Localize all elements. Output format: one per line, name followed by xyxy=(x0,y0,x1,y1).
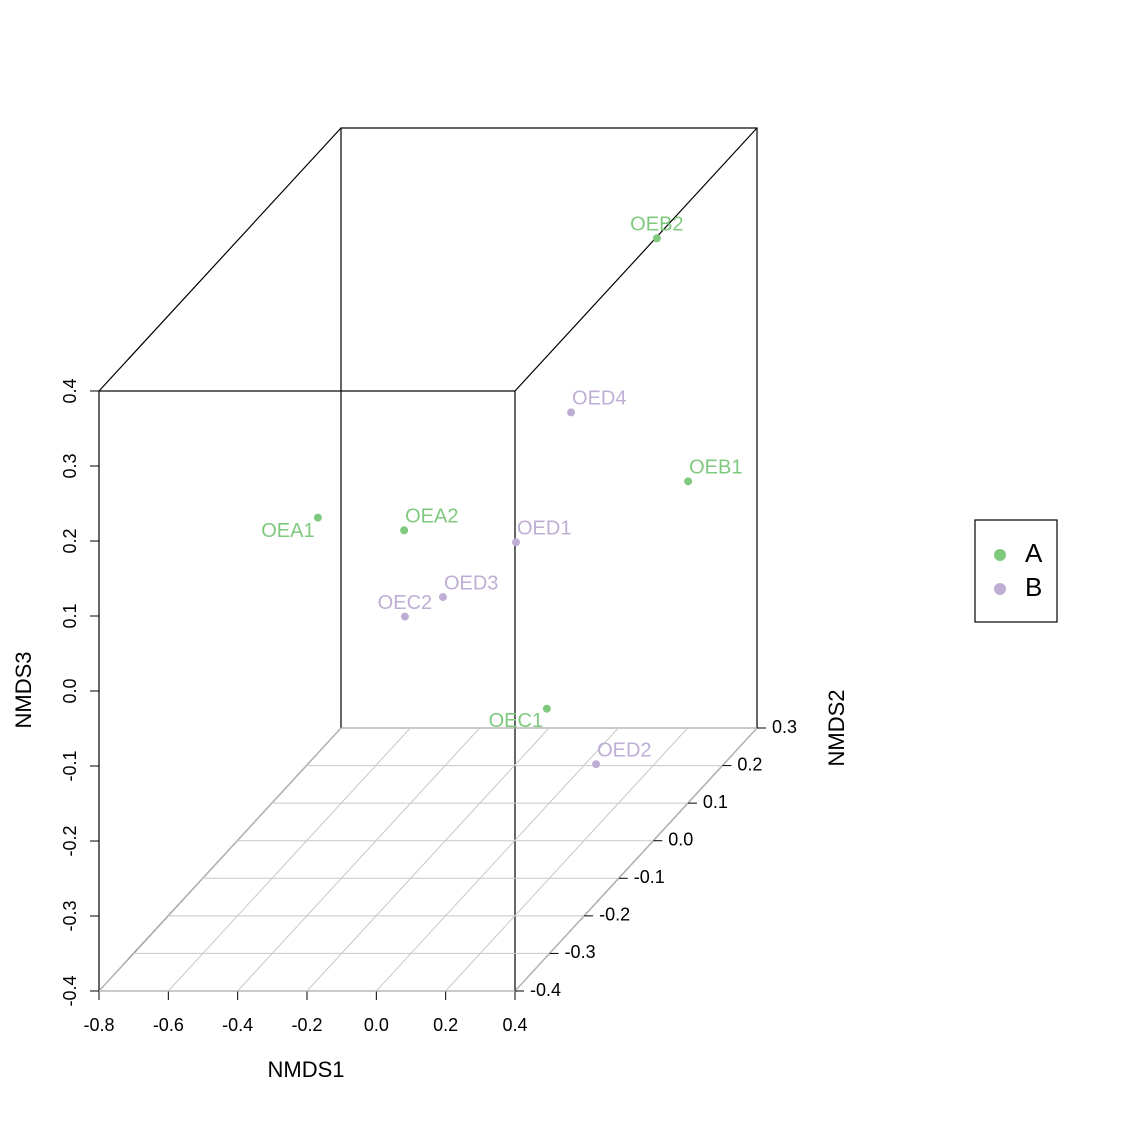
point xyxy=(592,760,601,769)
y-tick-label: 0.1 xyxy=(703,792,728,812)
y-tick-label: -0.3 xyxy=(565,942,596,962)
legend-label: A xyxy=(1025,538,1043,568)
x-tick-label: 0.0 xyxy=(364,1015,389,1035)
y-tick-label: -0.4 xyxy=(530,980,561,1000)
front-face xyxy=(98,390,516,992)
z-tick-label: 0.4 xyxy=(60,378,80,403)
x-tick-label: -0.2 xyxy=(291,1015,322,1035)
point xyxy=(512,538,521,547)
point-label: OED2 xyxy=(597,739,651,761)
point xyxy=(400,612,409,621)
z-tick-label: -0.2 xyxy=(60,825,80,856)
grid-line xyxy=(306,727,550,992)
grid-line xyxy=(375,727,619,992)
z-axis-title: NMDS3 xyxy=(11,651,36,728)
point xyxy=(684,477,693,486)
grid-line xyxy=(445,727,689,992)
z-tick-label: 0.3 xyxy=(60,453,80,478)
z-tick-label: 0.2 xyxy=(60,528,80,553)
point xyxy=(567,408,576,417)
point-label: OED3 xyxy=(444,572,498,594)
grid-line xyxy=(98,727,342,992)
y-tick-label: 0.0 xyxy=(668,829,693,849)
z-tick-label: -0.3 xyxy=(60,900,80,931)
back-face xyxy=(340,127,758,729)
y-tick-label: -0.2 xyxy=(599,905,630,925)
box-edge xyxy=(98,127,342,392)
y-tick-label: -0.1 xyxy=(634,867,665,887)
point-label: OED4 xyxy=(572,388,626,410)
x-tick-label: -0.4 xyxy=(222,1015,253,1035)
point xyxy=(438,593,447,602)
point-label: OEC1 xyxy=(489,710,543,732)
z-tick-label: -0.4 xyxy=(60,975,80,1006)
x-tick-label: -0.6 xyxy=(153,1015,184,1035)
grid-line xyxy=(514,727,758,992)
x-axis-title: NMDS1 xyxy=(267,1057,344,1082)
legend-marker xyxy=(994,583,1006,595)
z-tick-label: 0.0 xyxy=(60,678,80,703)
point xyxy=(313,513,322,522)
point-label: OEC2 xyxy=(378,592,432,614)
x-tick-label: -0.8 xyxy=(83,1015,114,1035)
point-label: OEB1 xyxy=(689,457,742,479)
grid-line xyxy=(237,727,481,992)
box-edge xyxy=(514,127,758,392)
point xyxy=(542,704,551,713)
x-tick-label: 0.4 xyxy=(502,1015,527,1035)
point-label: OEB2 xyxy=(630,214,683,236)
y-tick-label: 0.3 xyxy=(772,717,797,737)
z-tick-label: 0.1 xyxy=(60,603,80,628)
point-label: OEA1 xyxy=(261,520,314,542)
x-tick-label: 0.2 xyxy=(433,1015,458,1035)
legend-box xyxy=(974,519,1058,623)
point-label: OEA2 xyxy=(405,506,458,528)
y-axis-title: NMDS2 xyxy=(824,689,849,766)
y-tick-label: 0.2 xyxy=(737,754,762,774)
point xyxy=(652,234,661,243)
box xyxy=(98,127,758,992)
z-tick-label: -0.1 xyxy=(60,750,80,781)
legend-label: B xyxy=(1025,572,1042,602)
point-label: OED1 xyxy=(517,517,571,539)
legend-marker xyxy=(994,549,1006,561)
point xyxy=(400,526,409,535)
grid-line xyxy=(167,727,411,992)
